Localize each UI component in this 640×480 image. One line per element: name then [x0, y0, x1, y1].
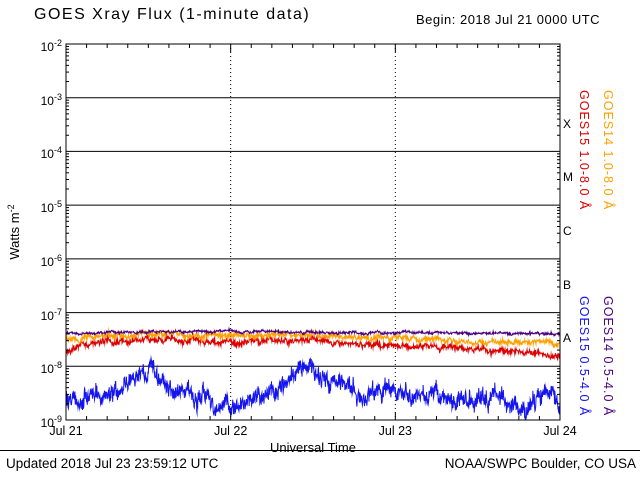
y-tick-label: 10-5	[40, 199, 62, 216]
x-tick-label: Jul 22	[213, 424, 248, 438]
y-tick-label: 10-8	[40, 360, 62, 377]
y-tick-label: 10-4	[40, 145, 62, 162]
x-axis-title: Universal Time	[270, 440, 356, 455]
flare-class-label: M	[563, 170, 573, 185]
y-tick-label: 10-6	[40, 252, 62, 269]
y-axis-title-exponent: -2	[5, 204, 16, 213]
begin-time-label: Begin: 2018 Jul 21 0000 UTC	[416, 12, 601, 27]
legend-label: GOES15 1.0-8.0 Å	[577, 90, 591, 211]
x-tick-label: Jul 23	[378, 424, 413, 438]
flare-class-label: A	[563, 331, 572, 346]
flare-class-label: X	[563, 116, 572, 131]
updated-timestamp: Updated 2018 Jul 23 23:59:12 UTC	[6, 456, 219, 471]
credit-label: NOAA/SWPC Boulder, CO USA	[444, 456, 636, 471]
flare-class-label: C	[563, 224, 572, 238]
x-tick-label: Jul 24	[543, 424, 577, 438]
chart-title: GOES Xray Flux (1-minute data)	[34, 6, 311, 23]
flare-class-label: B	[563, 277, 572, 292]
y-tick-label: 10-7	[40, 306, 62, 323]
y-tick-label: 10-3	[40, 91, 62, 108]
y-tick-label: 10-2	[40, 38, 62, 54]
footer-divider	[0, 450, 640, 451]
legend-label: GOES15 0.5-4.0 Å	[577, 296, 591, 417]
legend-label: GOES14 1.0-8.0 Å	[601, 90, 615, 211]
y-tick-label: 10-9	[40, 414, 62, 430]
legend-label: GOES14 0.5-4.0 Å	[601, 296, 615, 417]
y-axis-title-text: Watts m	[7, 212, 23, 260]
y-axis-title: Watts m-2	[6, 204, 22, 259]
x-tick-label: Jul 21	[49, 424, 83, 438]
